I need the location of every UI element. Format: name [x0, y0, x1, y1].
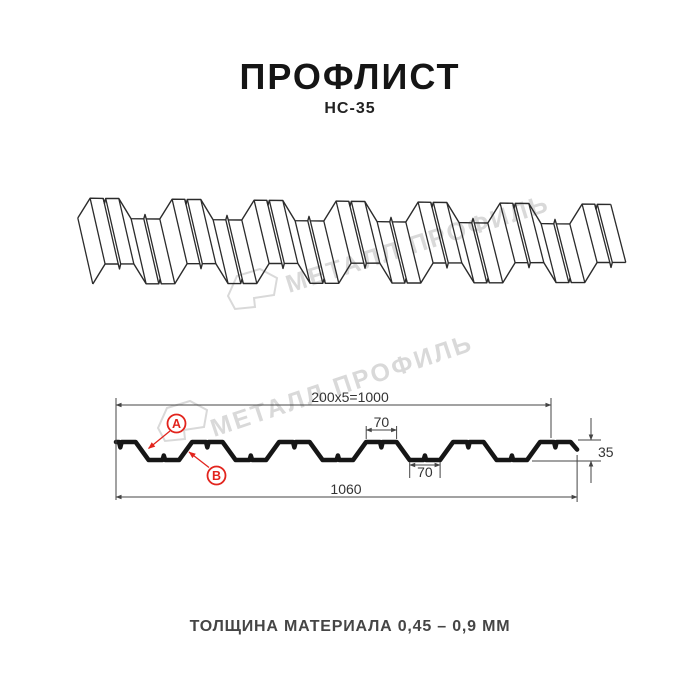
- watermark-lower: МЕТАЛЛ ПРОФИЛЬ: [156, 330, 477, 443]
- sheet-3d-fold-line: [89, 198, 106, 265]
- sheet-3d-fold-line: [143, 218, 160, 284]
- callout-b-arrow: [188, 451, 210, 469]
- metall-profil-logo-icon: [226, 267, 279, 311]
- sheet-3d-fold-line: [514, 203, 531, 263]
- sheet-3d-fold-line: [610, 204, 627, 263]
- sheet-3d-fold-line: [102, 198, 119, 265]
- sheet-3d-fold-line: [241, 219, 258, 284]
- sheet-3d-fold-line: [77, 217, 94, 285]
- dimension-labels: 200x5=1000 70 70 1060 35: [311, 389, 614, 497]
- footer-note: ТОЛЩИНА МАТЕРИАЛА 0,45 – 0,9 ММ: [189, 618, 511, 635]
- sheet-3d-fold-line: [555, 223, 572, 283]
- callout-b-label: B: [212, 469, 221, 483]
- sheet-3d-fold-line: [294, 220, 311, 284]
- sheet-3d-fold-line: [282, 200, 299, 264]
- sheet-3d-fold-line: [348, 201, 365, 264]
- sheet-3d-fold-line: [130, 218, 147, 284]
- sheet-3d-fold-line: [569, 223, 586, 283]
- section-profile-outline: [113, 439, 580, 463]
- sheet-3d-fold-line: [268, 200, 285, 264]
- dim-label-1000: 200x5=1000: [311, 389, 389, 405]
- sheet-3d-fold-line: [430, 202, 447, 264]
- sheet-3d-fold-line: [335, 200, 352, 264]
- sheet-3d-fold-line: [309, 220, 326, 284]
- dimension-lines: [115, 398, 601, 502]
- page-title: ПРОФЛИСТ: [239, 56, 461, 97]
- sheet-3d-fold-line: [200, 199, 217, 264]
- sheet-3d-fold-line: [364, 201, 381, 264]
- dim-label-height: 35: [598, 444, 614, 460]
- sheet-3d-fold-line: [594, 204, 611, 263]
- sheet-3d-fold-line: [391, 221, 408, 284]
- callouts: A B: [148, 413, 227, 486]
- sheet-section-drawing: МЕТАЛЛ ПРОФИЛЬ 200x5=1000 70 70: [113, 330, 614, 502]
- sheet-3d-fold-line: [540, 223, 557, 283]
- sheet-3d-fold-line: [417, 201, 434, 264]
- sheet-3d-fold-line: [512, 203, 529, 263]
- sheet-3d-fold-line: [528, 203, 545, 263]
- sheet-3d-fold-line: [253, 200, 270, 264]
- sheet-3d-fold-line: [499, 202, 516, 263]
- sheet-3d-fold-line: [405, 221, 422, 284]
- sheet-3d-fold-line: [225, 219, 242, 284]
- sheet-3d-fold-line: [171, 199, 188, 264]
- sheet-3d-fold-line: [471, 222, 488, 283]
- sheet-3d-fold-line: [581, 203, 598, 263]
- callout-b-circle: [206, 465, 227, 486]
- sheet-3d-fold-line: [350, 201, 367, 264]
- callout-a-circle: [166, 413, 187, 434]
- sheet-3d-fold-line: [184, 199, 201, 264]
- sheet-3d-fold-line: [159, 218, 176, 284]
- sheet-3d-fold-line: [596, 204, 613, 263]
- dim-label-valley: 70: [417, 464, 433, 480]
- sheet-3d-fold-line: [376, 221, 393, 284]
- sheet-3d-drawing: МЕТАЛЛ ПРОФИЛЬ: [77, 189, 627, 311]
- sheet-3d-fold-line: [105, 198, 122, 265]
- dim-label-rib-top: 70: [374, 414, 390, 430]
- sheet-3d-silhouette: [77, 198, 626, 284]
- sheet-3d-fold-line: [446, 202, 463, 264]
- callout-a-arrow: [148, 430, 171, 450]
- sheet-3d-fold-line: [212, 219, 229, 284]
- sheet-3d-fold-line: [487, 222, 504, 283]
- watermark-text: МЕТАЛЛ ПРОФИЛЬ: [207, 330, 477, 443]
- sheet-3d-fold-line: [186, 199, 203, 264]
- sheet-3d-fold-line: [323, 220, 340, 284]
- sheet-3d-fold-line: [118, 198, 135, 265]
- dim-label-1060: 1060: [330, 481, 361, 497]
- sheet-3d-near-edge: [92, 261, 626, 285]
- sheet-3d-fold-line: [458, 222, 475, 283]
- sheet-3d-lines: [77, 197, 627, 285]
- sheet-3d-fold-line: [432, 202, 449, 264]
- sheet-3d-fold-line: [553, 223, 570, 283]
- page-subtitle: НС-35: [324, 100, 376, 117]
- callout-a-label: A: [172, 417, 181, 431]
- sheet-3d-fold-line: [389, 221, 406, 284]
- sheet-3d-fold-line: [307, 220, 324, 284]
- sheet-3d-fold-line: [266, 200, 283, 264]
- sheet-3d-fold-line: [227, 219, 244, 284]
- sheet-3d-body: [77, 198, 626, 284]
- sheet-3d-fold-line: [473, 222, 490, 283]
- sheet-3d-fold-line: [145, 218, 162, 284]
